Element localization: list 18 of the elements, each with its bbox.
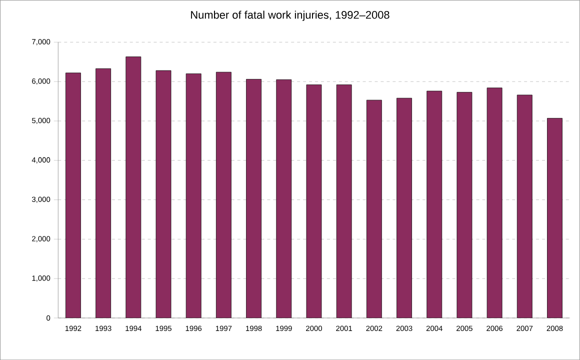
bar: [126, 56, 142, 318]
bar: [216, 72, 232, 318]
bar: [516, 94, 532, 318]
bar: [336, 84, 352, 318]
bar: [246, 78, 262, 318]
bar: [486, 88, 502, 318]
bar: [366, 100, 382, 318]
bar: [306, 84, 322, 318]
bar: [186, 73, 202, 318]
bar: [396, 98, 412, 318]
bar: [156, 70, 172, 318]
bar: [456, 92, 472, 318]
bar: [547, 118, 562, 318]
bar: [426, 90, 442, 318]
chart-title: Number of fatal work injuries, 1992–2008: [191, 10, 390, 21]
bar: [66, 72, 81, 318]
bar: [96, 68, 112, 318]
bar: [276, 79, 292, 318]
